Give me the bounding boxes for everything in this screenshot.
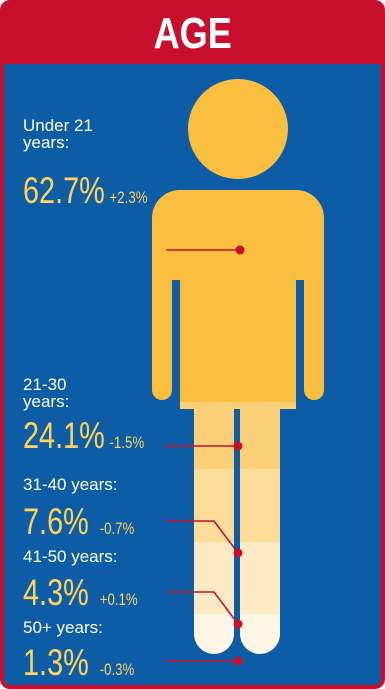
value-percent: 1.3% — [23, 642, 89, 683]
value-percent: 4.3% — [23, 572, 89, 613]
category-text: 41-50 years: — [23, 547, 118, 566]
category-text: 21-30 years: — [23, 375, 70, 411]
category-text: Under 21 years: — [23, 116, 93, 152]
change-percent: +2.3% — [109, 188, 148, 207]
category-label-31-40: 31-40 years: — [23, 476, 118, 493]
leader-dot-4 — [233, 656, 243, 666]
segment-0 — [152, 79, 324, 402]
leader-dot-2 — [233, 548, 243, 558]
person-figure — [152, 79, 324, 666]
value-label-21-30: 24.1% -1.5% — [23, 417, 144, 454]
change-percent: +0.1% — [99, 590, 138, 609]
category-label-21-30: 21-30 years: — [23, 376, 83, 410]
header-bar: AGE — [4, 4, 381, 64]
category-text: 31-40 years: — [23, 475, 118, 494]
chart-title: AGE — [153, 9, 232, 58]
category-label-under-21: Under 21 years: — [23, 117, 143, 151]
value-percent: 24.1% — [23, 415, 105, 456]
leader-dot-1 — [233, 441, 243, 451]
value-label-41-50: 4.3% +0.1% — [23, 574, 138, 611]
value-percent: 7.6% — [23, 501, 89, 542]
change-percent: -0.7% — [99, 519, 135, 538]
leader-dot-0 — [235, 245, 245, 255]
leader-lines — [164, 245, 245, 666]
change-percent: -1.5% — [109, 433, 145, 452]
value-label-31-40: 7.6% -0.7% — [23, 503, 134, 540]
category-text: 50+ years: — [23, 618, 103, 637]
category-label-50-plus: 50+ years: — [23, 619, 103, 636]
category-label-41-50: 41-50 years: — [23, 548, 118, 565]
segment-2 — [152, 469, 324, 542]
leader-line-3 — [166, 591, 239, 625]
segment-1 — [152, 402, 324, 469]
value-label-50-plus: 1.3% -0.3% — [23, 644, 134, 681]
age-segments — [152, 79, 324, 654]
value-label-under-21: 62.7% +2.3% — [23, 172, 147, 209]
leader-line-2 — [166, 520, 239, 554]
leader-dot-3 — [233, 619, 243, 629]
change-percent: -0.3% — [99, 660, 135, 679]
value-percent: 62.7% — [23, 170, 105, 211]
